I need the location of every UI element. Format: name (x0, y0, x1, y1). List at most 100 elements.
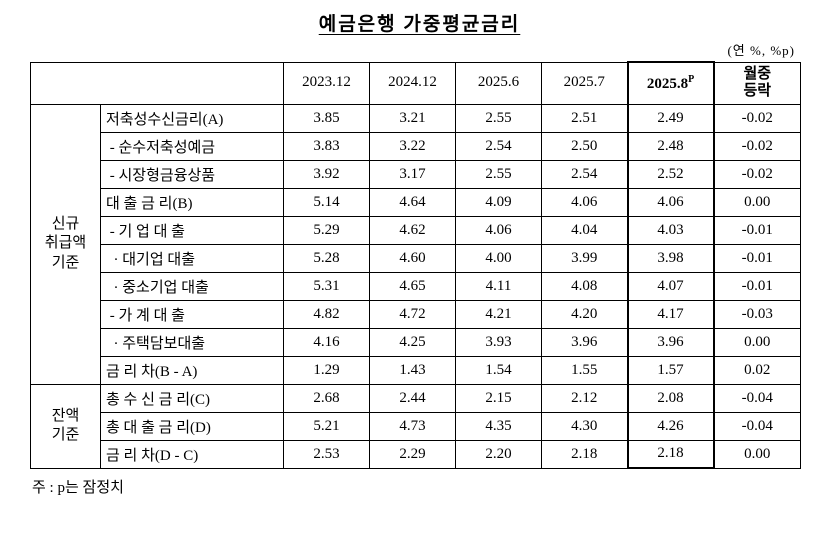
value-cell: 3.22 (369, 131, 456, 161)
value-cell: 4.16 (283, 327, 370, 357)
value-cell: 2.29 (369, 439, 456, 469)
table-row: 잔액 기준 총 수 신 금 리(C) 2.68 2.44 2.15 2.12 2.08 -0.… (30, 383, 801, 469)
row-label: 저축성수신금리(A) (100, 103, 284, 133)
value-cell: 1.43 (369, 355, 456, 385)
corner-cell (30, 61, 284, 105)
row-label: 총 대 출 금 리(D) (100, 411, 284, 441)
col-header: 월중 등락 (713, 61, 801, 105)
value-cell: 0.00 (713, 439, 801, 469)
row-label: 금 리 차(D - C) (100, 439, 284, 469)
value-cell: 2.51 (541, 103, 628, 133)
value-cell: 1.29 (283, 355, 370, 385)
value-cell: 4.65 (369, 271, 456, 301)
value-cell: 4.06 (626, 187, 715, 217)
col-header: 2023.12 (283, 61, 370, 105)
row-label: · 중소기업 대출 (100, 271, 284, 301)
col-header: 2025.8P (626, 61, 715, 105)
value-cell: 4.35 (455, 411, 542, 441)
rates-table: 2023.12 2024.12 2025.6 2025.7 2025.8P 월중 등락 신… (30, 61, 801, 469)
value-cell: 4.11 (455, 271, 542, 301)
row-label: - 순수저축성예금 (100, 131, 284, 161)
value-cell: 4.09 (455, 187, 542, 217)
row-label: 대 출 금 리(B) (100, 187, 284, 217)
row-label: 총 수 신 금 리(C) (100, 383, 284, 413)
value-cell: 3.17 (369, 159, 456, 189)
value-cell: 2.44 (369, 383, 456, 413)
value-cell: 3.96 (626, 327, 715, 357)
col-header: 2025.7 (541, 61, 628, 105)
value-cell: -0.03 (713, 299, 801, 329)
value-cell: 3.83 (283, 131, 370, 161)
value-cell: 2.18 (541, 439, 628, 469)
value-cell: -0.02 (713, 131, 801, 161)
table-row: · 중소기업 대출 5.31 4.65 4.11 4.08 4.07 -0.01 (31, 271, 801, 301)
value-cell: -0.02 (713, 159, 801, 189)
value-cell: -0.01 (713, 215, 801, 245)
value-cell: 4.72 (369, 299, 456, 329)
table-row: - 가 계 대 출 4.82 4.72 4.21 4.20 4.17 -0.03 (31, 299, 801, 329)
value-cell: 2.55 (455, 159, 542, 189)
value-cell: 1.54 (455, 355, 542, 385)
table-row: - 시장형금융상품 3.92 3.17 2.55 2.54 2.52 -0.02 (31, 159, 801, 189)
table-row: 신규 취급액 기준 저축성수신금리(A) 3.85 3.21 2.55 2.51 2.49-… (30, 103, 801, 385)
value-cell: 3.21 (369, 103, 456, 133)
value-cell: 0.02 (713, 355, 801, 385)
value-cell: 3.96 (541, 327, 628, 357)
header-row: 2023.12 2024.12 2025.6 2025.7 2025.8P 월중 등락 (30, 61, 801, 105)
value-cell: 2.68 (283, 383, 370, 413)
value-cell: 4.73 (369, 411, 456, 441)
value-cell: 2.49 (626, 103, 715, 133)
value-cell: 4.00 (455, 243, 542, 273)
value-cell: 3.93 (455, 327, 542, 357)
group-label: 신규 취급액 기준 (30, 103, 101, 385)
table-row: - 순수저축성예금 3.83 3.22 2.54 2.50 2.48 -0.02 (31, 131, 801, 161)
value-cell: 2.08 (626, 383, 715, 413)
value-cell: 2.48 (626, 131, 715, 161)
value-cell: 2.15 (455, 383, 542, 413)
value-cell: 4.08 (541, 271, 628, 301)
value-cell: 4.82 (283, 299, 370, 329)
value-cell: 4.17 (626, 299, 715, 329)
value-cell: 0.00 (713, 327, 801, 357)
row-label: 금 리 차(B - A) (100, 355, 284, 385)
table-header: 2023.12 2024.12 2025.6 2025.7 2025.8P 월중 등락 (30, 61, 801, 105)
col-header: 2025.6 (455, 61, 542, 105)
value-cell: -0.01 (713, 243, 801, 273)
value-cell: 1.57 (626, 355, 715, 385)
value-cell: 1.55 (541, 355, 628, 385)
table-row: 금 리 차(B - A) 1.29 1.43 1.54 1.55 1.57 0.02 (31, 355, 801, 385)
page-title: 예금은행 가중평균금리 (318, 14, 521, 35)
table-body: 신규 취급액 기준 저축성수신금리(A) 3.85 3.21 2.55 2.51 2.49-… (30, 103, 801, 469)
value-cell: 5.28 (283, 243, 370, 273)
table-row: 총 대 출 금 리(D) 5.21 4.73 4.35 4.30 4.26 -0.04 (31, 411, 801, 441)
value-cell: 2.12 (541, 383, 628, 413)
row-label: · 대기업 대출 (100, 243, 284, 273)
col-header: 2024.12 (369, 61, 456, 105)
row-label: · 주택담보대출 (100, 327, 284, 357)
row-label: - 시장형금융상품 (100, 159, 284, 189)
value-cell: 5.29 (283, 215, 370, 245)
value-cell: 4.03 (626, 215, 715, 245)
row-label: - 가 계 대 출 (100, 299, 284, 329)
table-row: 대 출 금 리(B) 5.14 4.64 4.09 4.06 4.06 0.00 (31, 187, 801, 217)
table-row: · 대기업 대출 5.28 4.60 4.00 3.99 3.98 -0.01 (31, 243, 801, 273)
value-cell: 3.99 (541, 243, 628, 273)
value-cell: 0.00 (713, 187, 801, 217)
value-cell: 3.92 (283, 159, 370, 189)
value-cell: 5.21 (283, 411, 370, 441)
value-cell: 4.20 (541, 299, 628, 329)
value-cell: -0.01 (713, 271, 801, 301)
value-cell: 2.20 (455, 439, 542, 469)
unit-note: (연 %, %p) (727, 43, 795, 58)
footnote: 주 : p는 잠정치 (32, 480, 124, 496)
value-cell: 3.85 (283, 103, 370, 133)
value-cell: 4.26 (626, 411, 715, 441)
value-cell: 2.55 (455, 103, 542, 133)
value-cell: 5.31 (283, 271, 370, 301)
table-row: 금 리 차(D - C) 2.53 2.29 2.20 2.18 2.18 0.00 (31, 439, 801, 469)
value-cell: 2.54 (455, 131, 542, 161)
value-cell: 2.52 (626, 159, 715, 189)
value-cell: 4.06 (541, 187, 628, 217)
value-cell: 4.07 (626, 271, 715, 301)
